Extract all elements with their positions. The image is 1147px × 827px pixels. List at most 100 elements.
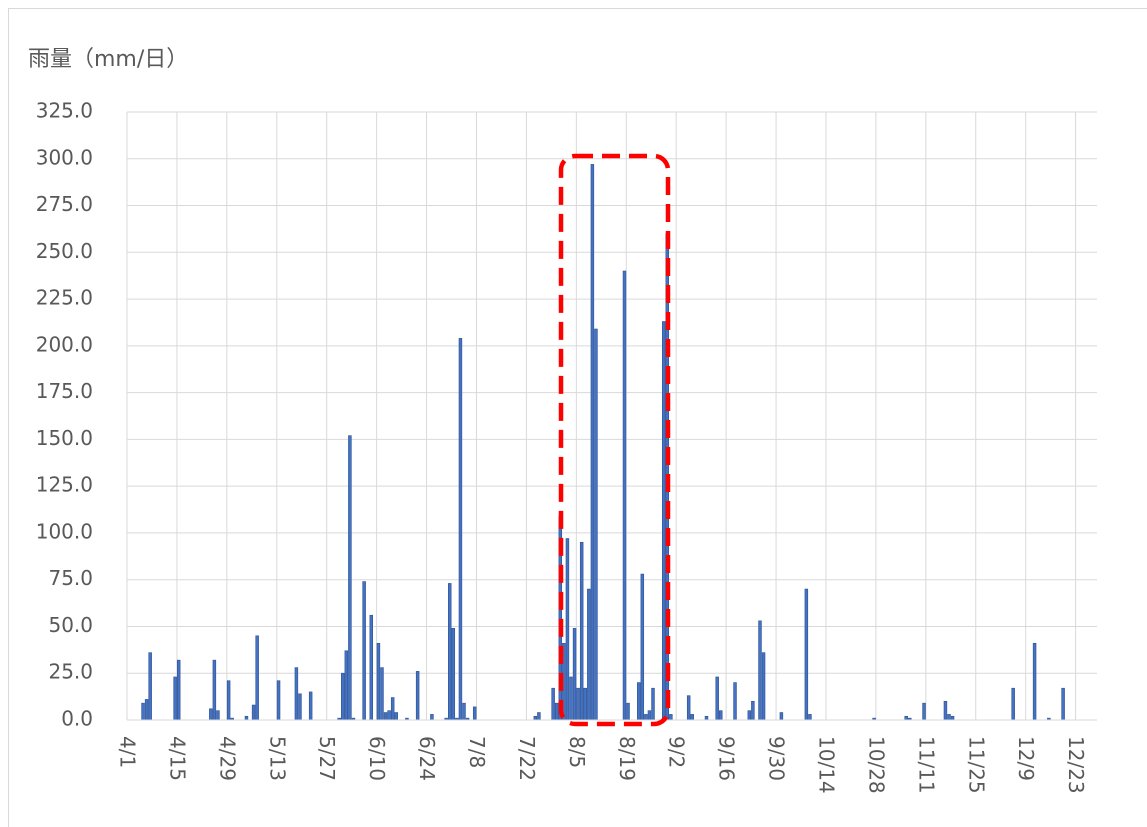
- x-tick-label: 5/13: [265, 736, 289, 781]
- y-tick-label: 25.0: [48, 660, 93, 684]
- bar: [380, 667, 384, 721]
- bar: [554, 702, 559, 721]
- bar: [943, 700, 948, 721]
- y-tick-label: 325.0: [36, 99, 93, 123]
- bar: [173, 676, 177, 721]
- bar: [761, 652, 766, 721]
- bar: [144, 699, 149, 721]
- bar: [808, 714, 812, 721]
- y-tick-label: 300.0: [36, 145, 93, 169]
- bar: [387, 710, 391, 721]
- bar: [1011, 687, 1015, 721]
- y-tick-label: 250.0: [36, 239, 93, 263]
- bar: [565, 538, 570, 721]
- bar: [341, 672, 345, 721]
- bar: [1032, 642, 1037, 721]
- x-tick-label: 9/2: [665, 736, 689, 768]
- bar: [415, 671, 420, 721]
- bar: [576, 687, 580, 721]
- x-tick-label: 7/8: [465, 736, 489, 768]
- highlight-box: [558, 153, 671, 727]
- x-tick-label: 9/30: [765, 736, 789, 781]
- bar: [719, 710, 723, 721]
- x-tick-label: 12/23: [1064, 736, 1088, 794]
- x-tick-label: 8/19: [615, 736, 639, 781]
- plot-area: 0.0 25.0 50.0 75.0 100.0 125.0 150.0 175.0 200.0…: [36, 99, 1097, 794]
- bar: [715, 676, 719, 721]
- x-tick-label: 12/9: [1014, 736, 1038, 781]
- bar: [376, 642, 381, 721]
- bar: [244, 715, 249, 721]
- bar: [686, 695, 691, 721]
- bar: [751, 700, 755, 721]
- bar: [579, 541, 584, 721]
- x-tick-label: 11/11: [914, 736, 938, 794]
- bar: [209, 708, 213, 721]
- x-tick-label: 4/15: [165, 736, 189, 781]
- bar: [276, 680, 281, 721]
- x-tick-label: 6/24: [415, 736, 439, 781]
- y-tick-label: 175.0: [36, 379, 93, 403]
- bar: [251, 704, 256, 721]
- bar: [348, 435, 352, 721]
- bar: [212, 659, 217, 721]
- x-tick-label: 9/16: [715, 736, 739, 781]
- bar: [947, 714, 951, 721]
- bar: [758, 620, 762, 721]
- bar: [451, 628, 456, 721]
- bar: [804, 588, 809, 721]
- bar: [922, 702, 926, 721]
- bar: [622, 270, 627, 721]
- bar: [904, 715, 908, 721]
- x-tick-label: 11/25: [964, 736, 988, 794]
- bar: [590, 164, 595, 721]
- bar: [308, 691, 313, 721]
- x-tick-label: 7/22: [515, 736, 539, 781]
- bar: [394, 712, 398, 721]
- bar: [733, 682, 737, 721]
- bar: [1061, 687, 1065, 721]
- x-tick-label: 6/10: [365, 736, 389, 781]
- bar: [448, 583, 452, 721]
- bar: [141, 702, 145, 721]
- bar: [626, 702, 630, 721]
- bar: [779, 712, 784, 721]
- bar: [661, 321, 666, 721]
- bar: [255, 635, 259, 721]
- y-tick-label: 275.0: [36, 192, 93, 216]
- bar: [176, 659, 181, 721]
- chart-title: 雨量（mm/日）: [28, 47, 188, 72]
- bar: [594, 328, 598, 721]
- bar: [148, 652, 152, 721]
- x-tick-label: 4/1: [116, 736, 140, 768]
- bar: [462, 702, 466, 721]
- y-tick-label: 200.0: [36, 332, 93, 356]
- bar: [747, 710, 752, 721]
- x-tick-label: 10/28: [864, 736, 888, 794]
- y-tick-label: 75.0: [48, 566, 93, 590]
- bar: [383, 712, 388, 721]
- bar: [369, 614, 374, 721]
- y-tick-label: 225.0: [36, 286, 93, 310]
- bar: [587, 588, 591, 721]
- bar: [537, 712, 541, 721]
- bar: [344, 650, 349, 721]
- bar: [430, 714, 434, 721]
- y-tick-label: 125.0: [36, 473, 93, 497]
- bar: [640, 573, 645, 721]
- bar: [572, 628, 577, 721]
- x-tick-label: 8/5: [565, 736, 589, 768]
- bar: [551, 687, 555, 721]
- bar: [583, 687, 587, 721]
- bar: [472, 706, 477, 721]
- bar: [226, 680, 231, 721]
- bar: [533, 715, 538, 721]
- x-tick-label: 10/14: [814, 736, 838, 794]
- bar: [569, 676, 573, 721]
- bar: [216, 710, 220, 721]
- bar: [651, 687, 655, 721]
- bar: [294, 667, 299, 721]
- bar: [690, 714, 694, 721]
- y-tick-label: 50.0: [48, 613, 93, 637]
